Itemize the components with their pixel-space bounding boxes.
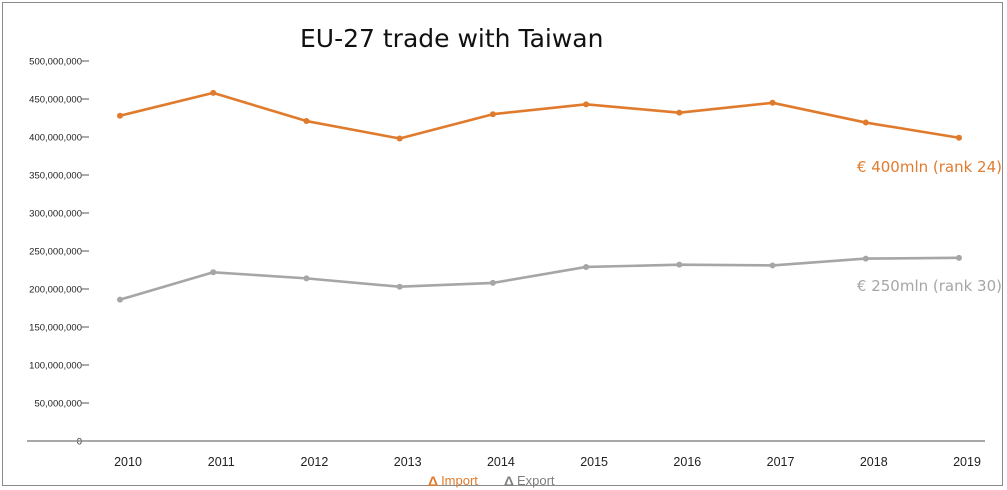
legend-item-export: Δ Export xyxy=(504,473,555,489)
y-axis-ticks: 0 50,000,000 100,000,000 150,000,000 200,000… xyxy=(29,57,89,448)
export-data-point xyxy=(210,269,217,276)
import-data-point xyxy=(676,109,683,116)
x-tick-label: 2018 xyxy=(860,455,888,469)
x-tick-label: 2013 xyxy=(394,455,422,469)
x-tick-label: 2010 xyxy=(114,455,142,469)
export-data-point xyxy=(769,262,776,269)
x-tick-label: 2019 xyxy=(953,455,981,469)
triangle-icon: Δ xyxy=(428,473,439,489)
export-data-point xyxy=(583,263,590,270)
export-data-point xyxy=(117,296,123,303)
y-tick-label: 500,000,000 xyxy=(29,57,82,68)
import-data-point xyxy=(862,119,869,126)
legend-label-import: Import xyxy=(441,473,478,488)
export-data-point xyxy=(489,279,496,286)
y-tick-label: 400,000,000 xyxy=(29,133,82,144)
y-tick-label: 0 xyxy=(77,437,82,448)
import-data-point xyxy=(956,134,962,141)
line-chart: 0 50,000,000 100,000,000 150,000,000 200,000… xyxy=(27,57,1002,469)
x-axis-ticks: 2010 2011 2012 2013 2014 2015 2016 2017 2018 2019 xyxy=(114,455,981,469)
series-annotations: € 400mln (rank 24) € 250mln (rank 30) xyxy=(857,158,1002,295)
import-series-line xyxy=(118,91,961,140)
triangle-icon: Δ xyxy=(503,473,514,489)
y-tick-label: 150,000,000 xyxy=(29,323,82,334)
y-tick-label: 450,000,000 xyxy=(29,95,82,106)
export-data-point xyxy=(303,275,310,282)
x-tick-label: 2017 xyxy=(767,455,795,469)
y-tick-label: 100,000,000 xyxy=(29,361,82,372)
import-data-point xyxy=(210,89,217,96)
legend-item-import: Δ Import xyxy=(428,473,478,489)
legend-label-export: Export xyxy=(516,473,555,488)
import-data-point xyxy=(769,99,776,106)
x-tick-label: 2014 xyxy=(487,455,515,469)
export-annotation: € 250mln (rank 30) xyxy=(857,277,1002,295)
import-data-point xyxy=(583,101,590,108)
y-tick-label: 200,000,000 xyxy=(29,285,82,296)
series-layer xyxy=(117,89,962,303)
y-tick-label: 350,000,000 xyxy=(29,171,82,182)
import-data-point xyxy=(489,111,496,118)
x-tick-label: 2012 xyxy=(301,455,329,469)
x-tick-label: 2011 xyxy=(208,455,235,469)
import-data-point xyxy=(303,118,310,125)
import-data-point xyxy=(396,135,403,142)
chart-title: EU-27 trade with Taiwan xyxy=(300,24,604,53)
export-data-point xyxy=(396,283,403,290)
y-tick-label: 250,000,000 xyxy=(29,247,82,258)
y-tick-label: 50,000,000 xyxy=(34,399,82,410)
import-annotation: € 400mln (rank 24) xyxy=(857,158,1002,176)
y-tick-label: 300,000,000 xyxy=(29,209,82,220)
import-data-point xyxy=(117,112,123,119)
legend: Δ Import Δ Export xyxy=(428,473,555,489)
export-data-point xyxy=(956,254,962,261)
export-series-line xyxy=(118,256,961,301)
x-tick-label: 2016 xyxy=(673,455,701,469)
export-data-point xyxy=(862,255,869,262)
x-tick-label: 2015 xyxy=(580,455,608,469)
export-data-point xyxy=(676,261,683,268)
